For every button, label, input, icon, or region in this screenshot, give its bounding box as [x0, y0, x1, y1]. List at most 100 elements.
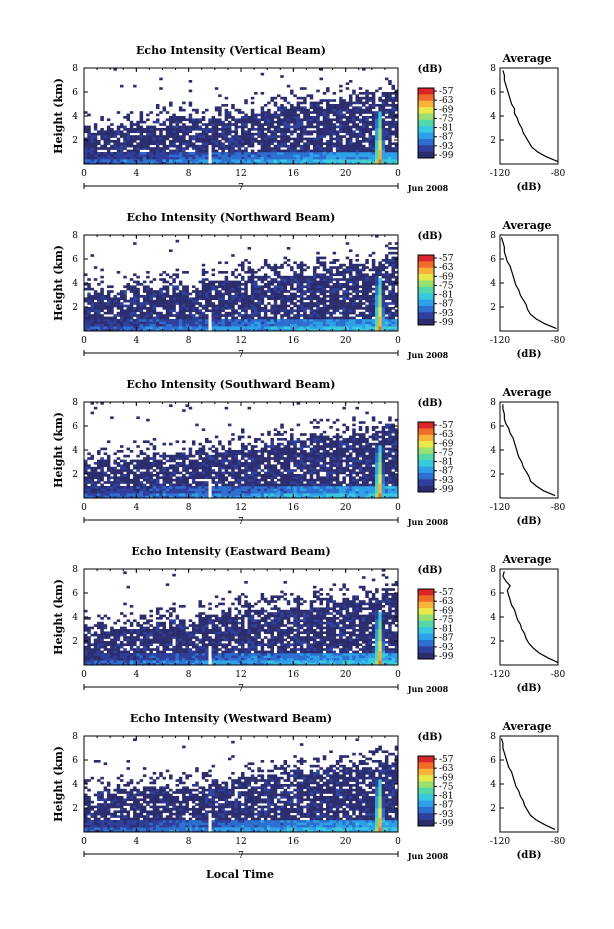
heat-cell [126, 113, 131, 117]
heat-cell [110, 311, 114, 315]
heat-cell [375, 316, 379, 320]
heat-cell [129, 278, 134, 281]
heat-cell [381, 108, 386, 112]
heat-cell [283, 135, 288, 138]
heat-cell [205, 457, 209, 460]
heat-cell [263, 132, 268, 136]
heat-cell [247, 299, 252, 303]
heat-cell [352, 302, 356, 305]
heat-cell [218, 316, 222, 320]
heat-cell [133, 486, 137, 489]
heat-cell [280, 326, 284, 329]
x-tick-label: 0 [395, 336, 401, 346]
heat-cell [191, 135, 196, 138]
heat-cell [129, 469, 134, 472]
heat-cell [286, 275, 291, 279]
heat-cell [267, 113, 271, 117]
heat-cell [146, 295, 150, 298]
heat-cell [267, 130, 271, 134]
heat-cell [182, 101, 186, 105]
heat-cell [149, 154, 153, 158]
heat-cell [371, 268, 376, 272]
heat-cell [339, 140, 343, 143]
heat-cell [381, 319, 386, 322]
heat-cell [326, 152, 330, 155]
heat-cell [296, 156, 301, 160]
colorbar-step [418, 126, 434, 130]
heat-cell [335, 108, 340, 112]
heat-cell [162, 152, 167, 155]
heat-cell [116, 490, 121, 494]
heat-cell [267, 120, 271, 124]
heat-cell [185, 142, 189, 146]
heat-cell [309, 161, 314, 165]
heat-cell [319, 302, 324, 305]
heat-cell [178, 454, 183, 458]
heat-cell [165, 128, 170, 131]
heat-cell [299, 280, 304, 284]
heat-cell [195, 118, 199, 122]
heat-cell [267, 263, 271, 267]
heat-cell [312, 326, 317, 329]
heat-cell [237, 314, 242, 317]
heat-cell [250, 137, 255, 141]
heat-cell [322, 128, 327, 131]
y-tick-label: 8 [72, 231, 78, 241]
heat-cell [296, 116, 301, 119]
heat-cell [276, 118, 281, 122]
heat-cell [381, 147, 386, 150]
heat-cell [394, 271, 399, 274]
average-x-tick-label: -80 [551, 336, 566, 346]
heat-cell [227, 471, 232, 475]
heat-cell [309, 299, 314, 303]
heat-cell [358, 96, 363, 100]
heat-cell [116, 321, 121, 325]
heat-cell [152, 462, 157, 465]
heat-cell [365, 99, 369, 102]
heat-cell [129, 319, 134, 322]
heat-cell [273, 309, 278, 313]
heat-cell [290, 316, 294, 320]
heat-cell [237, 287, 242, 291]
heat-cell [326, 295, 330, 298]
heat-cell [113, 161, 117, 165]
heat-cell [244, 319, 248, 322]
heat-cell [87, 285, 91, 289]
heat-cell [339, 113, 343, 117]
heat-cell [335, 280, 340, 284]
heat-cell [149, 161, 153, 165]
heat-cell [152, 130, 157, 134]
heat-cell [195, 290, 199, 293]
heat-cell [384, 156, 389, 160]
heat-cell [97, 326, 101, 329]
heat-cell [355, 154, 359, 158]
colorbar-step [418, 286, 434, 291]
heat-cell [263, 319, 268, 322]
heat-cell [218, 302, 222, 305]
heat-cell [309, 292, 314, 296]
heat-cell [205, 292, 209, 296]
heat-cell [162, 271, 167, 274]
heat-cell [339, 323, 343, 327]
heat-cell [159, 295, 163, 298]
heat-cell [329, 161, 333, 165]
heat-cell [172, 161, 176, 165]
heat-cell [388, 275, 392, 279]
heat-cell [208, 459, 212, 463]
heat-cell [241, 154, 245, 158]
heat-cell [221, 132, 225, 136]
heat-cell [342, 314, 346, 317]
heat-cell [241, 287, 245, 291]
heat-cell [312, 266, 317, 269]
heat-cell [162, 159, 167, 162]
heat-cell [185, 454, 189, 458]
heat-cell [237, 152, 242, 155]
heat-cell [221, 271, 225, 274]
heat-cell [231, 309, 235, 313]
heat-cell [139, 144, 144, 148]
heat-cell [378, 99, 382, 102]
heat-cell [159, 140, 163, 143]
heat-cell [348, 130, 353, 134]
heat-cell [375, 307, 379, 310]
heat-cell [296, 154, 301, 158]
